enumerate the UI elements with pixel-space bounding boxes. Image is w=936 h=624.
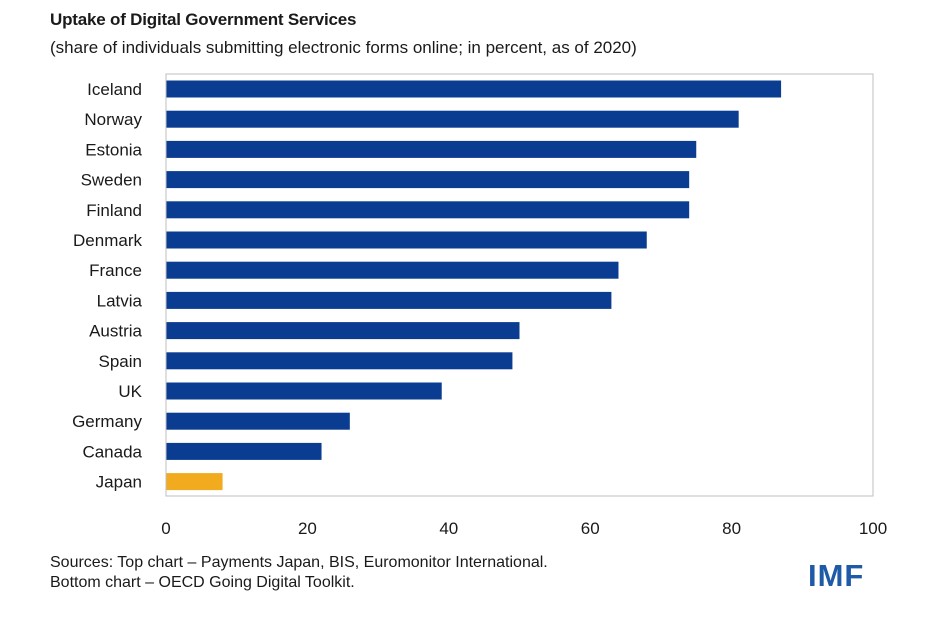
bar-france — [166, 261, 619, 279]
bar-japan — [166, 473, 223, 491]
bar-canada — [166, 442, 322, 460]
category-label-finland: Finland — [86, 201, 142, 220]
x-tick-label-40: 40 — [439, 519, 458, 538]
category-label-spain: Spain — [99, 352, 142, 371]
category-label-estonia: Estonia — [85, 140, 142, 159]
category-label-canada: Canada — [82, 442, 142, 461]
bar-uk — [166, 382, 442, 400]
bar-chart: Iceland Norway Estonia Sweden Finland Denmark… — [72, 73, 887, 538]
bars-group — [166, 80, 782, 491]
chart-subtitle: (share of individuals submitting electro… — [50, 38, 637, 57]
category-label-japan: Japan — [96, 473, 142, 492]
bar-norway — [166, 110, 739, 128]
category-label-sweden: Sweden — [81, 171, 142, 190]
bar-spain — [166, 352, 513, 370]
bar-finland — [166, 201, 690, 219]
x-tick-label-60: 60 — [581, 519, 600, 538]
bar-austria — [166, 322, 520, 340]
bar-denmark — [166, 231, 647, 249]
category-labels: Iceland Norway Estonia Sweden Finland Denmark… — [72, 80, 143, 492]
sources-note: Sources: Top chart – Payments Japan, BIS… — [50, 553, 548, 593]
x-tick-label-20: 20 — [298, 519, 317, 538]
x-tick-label-0: 0 — [161, 519, 170, 538]
x-tick-label-100: 100 — [859, 519, 887, 538]
bar-sweden — [166, 171, 690, 189]
category-label-denmark: Denmark — [73, 231, 142, 250]
category-label-germany: Germany — [72, 412, 142, 431]
category-label-austria: Austria — [89, 322, 142, 341]
category-label-uk: UK — [118, 382, 142, 401]
chart-title: Uptake of Digital Government Services — [50, 10, 357, 29]
bar-germany — [166, 412, 350, 430]
sources-line-1: Sources: Top chart – Payments Japan, BIS… — [50, 554, 548, 571]
x-axis-ticks: 0 20 40 60 80 100 — [161, 519, 887, 538]
bar-iceland — [166, 80, 782, 98]
category-label-iceland: Iceland — [87, 80, 142, 99]
category-label-france: France — [89, 261, 142, 280]
x-tick-label-80: 80 — [722, 519, 741, 538]
category-label-latvia: Latvia — [97, 291, 143, 310]
bar-estonia — [166, 140, 697, 158]
sources-line-2: Bottom chart – OECD Going Digital Toolki… — [50, 574, 355, 591]
bar-latvia — [166, 291, 612, 309]
imf-logo: IMF — [808, 558, 865, 593]
category-label-norway: Norway — [84, 110, 142, 129]
plot-frame — [165, 73, 874, 497]
